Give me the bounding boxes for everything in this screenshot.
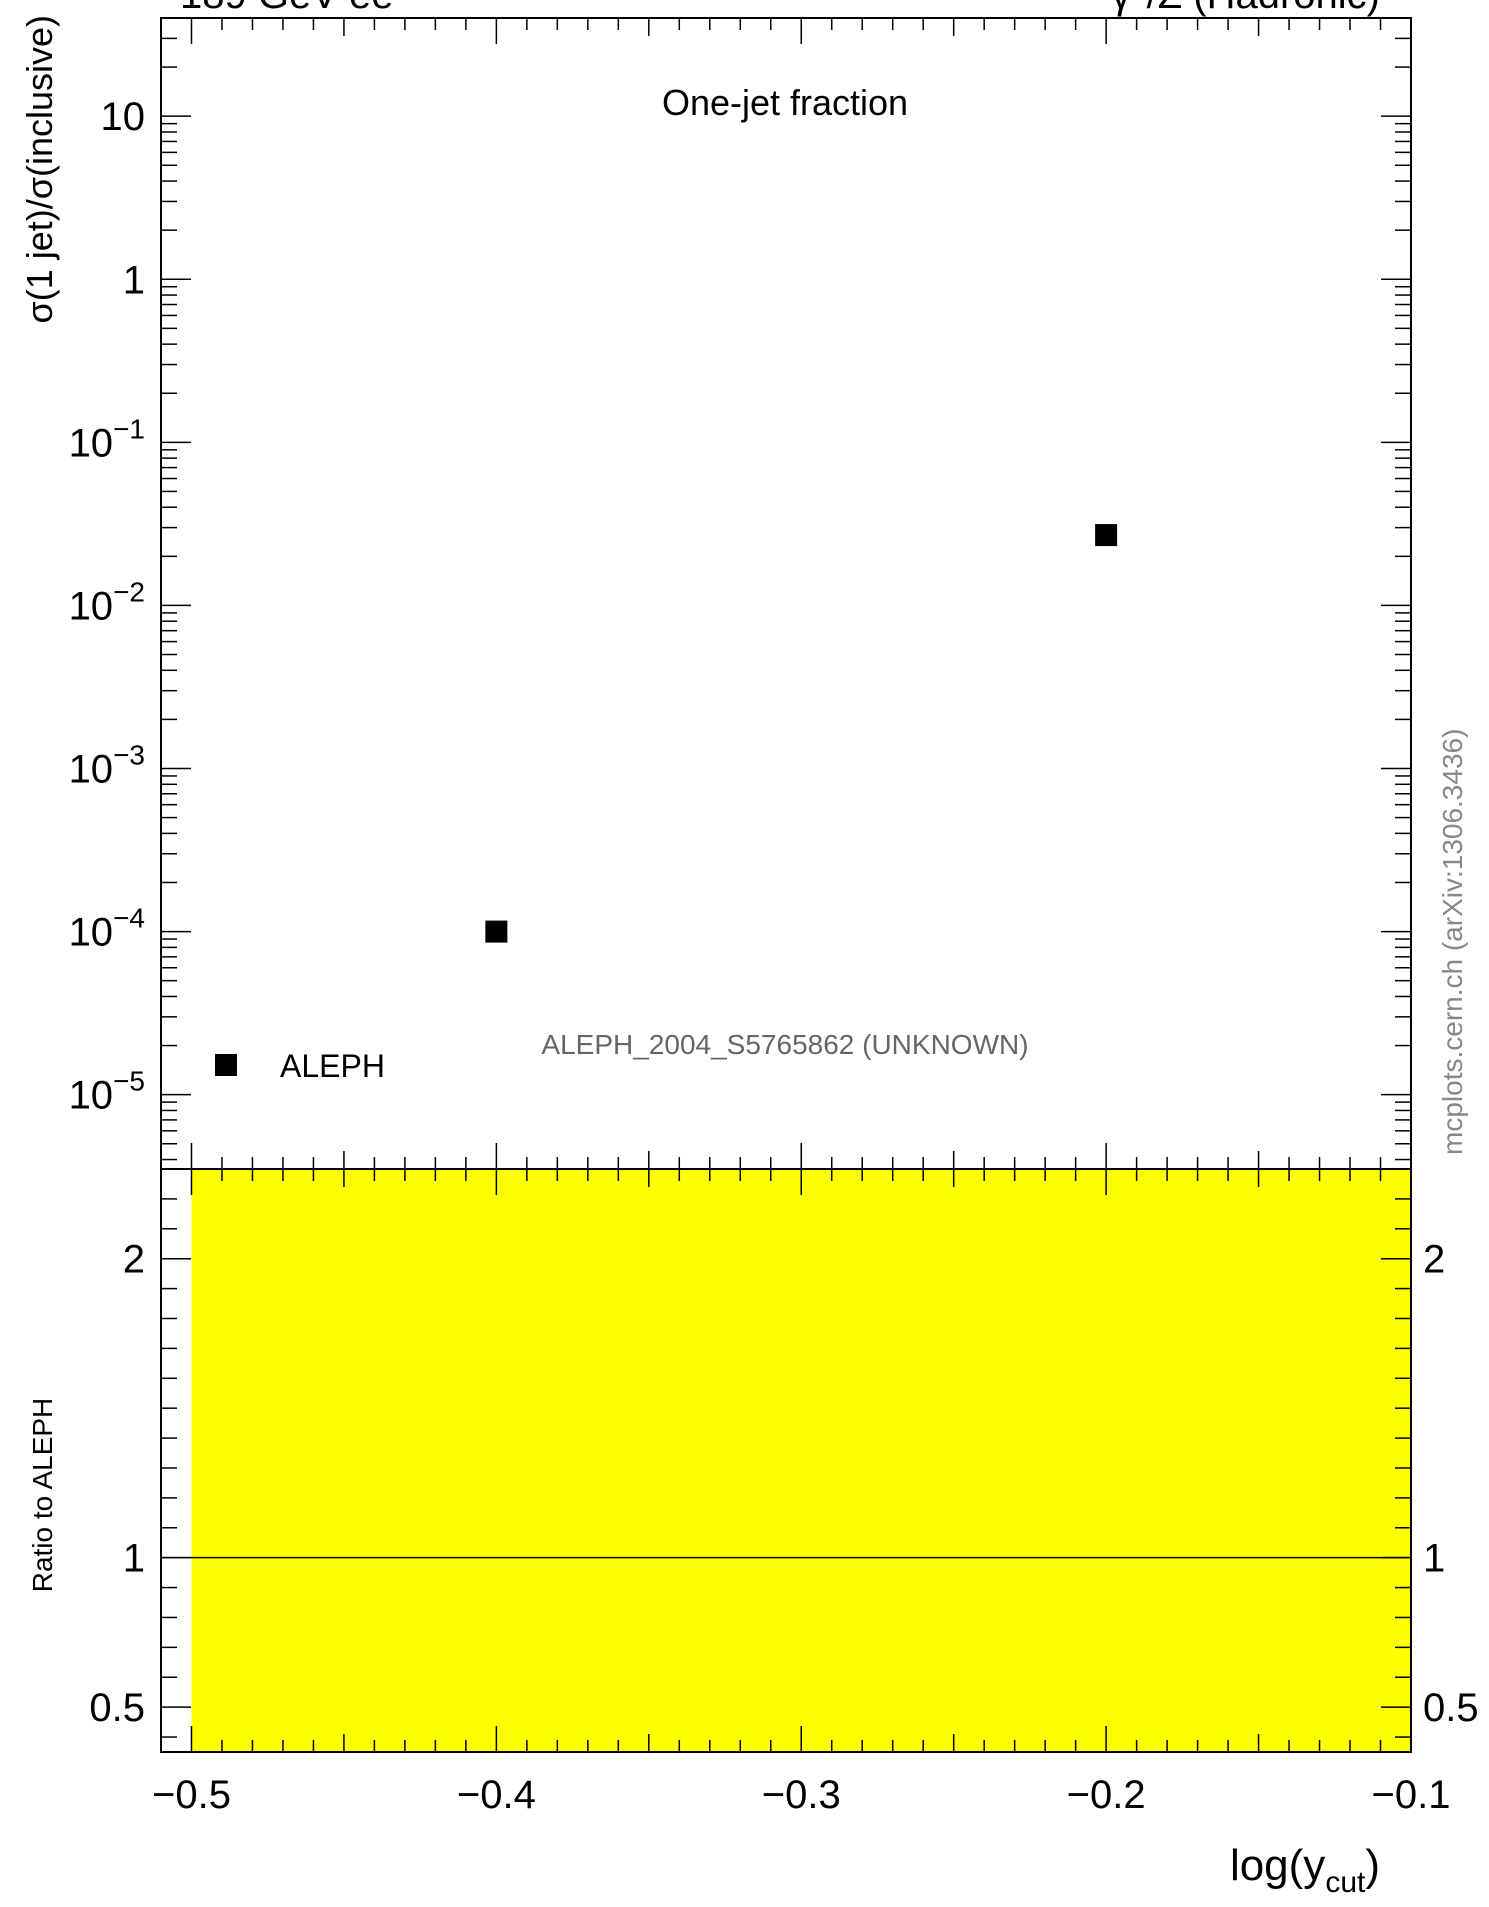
- main-y-axis-label: σ(1 jet)/σ(inclusive): [19, 15, 60, 324]
- x-tick-label: −0.5: [152, 1773, 231, 1817]
- main-frame: [160, 17, 1412, 1170]
- legend-label: ALEPH: [280, 1048, 385, 1084]
- ratio-x-tick-labels: −0.5 −0.4 −0.3 −0.2 −0.1: [152, 1773, 1450, 1817]
- x-axis-label-main: log(y: [1230, 1841, 1325, 1890]
- ratio-y-tick-label-right: 2: [1423, 1238, 1445, 1282]
- main-y-tick-label-base: 10: [69, 1074, 114, 1118]
- main-y-tick-label-base: 10: [69, 421, 114, 465]
- main-y-tick-label: 10: [101, 95, 146, 139]
- ratio-y-tick-label-left: 1: [123, 1537, 145, 1581]
- x-tick-label: −0.2: [1067, 1773, 1146, 1817]
- ratio-frame: [160, 1168, 1412, 1753]
- main-y-tick-label-exponent: −3: [113, 739, 145, 770]
- ratio-ticks: [161, 1168, 1412, 1752]
- main-y-tick-label: 10−5: [69, 1066, 145, 1118]
- x-tick-label: −0.3: [762, 1773, 841, 1817]
- main-y-tick-label: 1: [123, 258, 145, 302]
- main-y-tick-label-exponent: −1: [113, 413, 145, 444]
- x-tick-label: −0.1: [1372, 1773, 1451, 1817]
- main-title: One-jet fraction: [662, 82, 908, 123]
- main-y-tick-label-base: 10: [69, 911, 114, 955]
- header-left: 189 GeV ee: [180, 0, 394, 17]
- ratio-y-tick-label-right: 0.5: [1423, 1686, 1479, 1730]
- header-right: γ*/Z (Hadronic): [1111, 0, 1380, 17]
- main-data-points: [485, 524, 1118, 943]
- ratio-y-tick-label-left: 0.5: [89, 1686, 145, 1730]
- main-y-tick-label-exponent: −4: [113, 903, 145, 934]
- ratio-y-axis-label: Ratio to ALEPH: [27, 1398, 58, 1593]
- ratio-y-tick-labels: 2 2 1 1 0.5 0.5: [89, 1238, 1478, 1730]
- x-tick-label: −0.4: [457, 1773, 536, 1817]
- watermark: mcplots.cern.ch (arXiv:1306.3436): [1437, 729, 1468, 1155]
- x-axis-label: log(ycut): [1230, 1841, 1380, 1899]
- main-y-tick-label-base: 10: [69, 584, 114, 628]
- main-y-tick-label-exponent: −5: [113, 1066, 145, 1097]
- analysis-annotation: ALEPH_2004_S5765862 (UNKNOWN): [541, 1029, 1028, 1060]
- data-point: [1095, 524, 1118, 547]
- main-y-tick-label: 10−4: [69, 903, 145, 955]
- x-axis-label-sub: cut: [1325, 1866, 1366, 1899]
- main-y-tick-label-exponent: −2: [113, 576, 145, 607]
- ratio-y-tick-label-right: 1: [1423, 1537, 1445, 1581]
- main-y-tick-label-base: 10: [69, 747, 114, 791]
- ratio-band: [191, 1169, 1412, 1752]
- main-panel: One-jet fraction 10110−110−210−310−410−5…: [19, 15, 1412, 1170]
- main-ticks: [161, 17, 1412, 1169]
- main-y-tick-label: 10−1: [69, 413, 145, 465]
- legend-marker: [215, 1054, 237, 1076]
- ratio-panel: 2 2 1 1 0.5 0.5 −0.5 −0.4 −0.3 −0.2 −0.1 Ratio to…: [27, 1168, 1479, 1899]
- main-y-tick-label: 10−2: [69, 576, 145, 628]
- main-y-tick-label: 10−3: [69, 739, 145, 791]
- ratio-y-tick-label-left: 2: [123, 1238, 145, 1282]
- data-point: [485, 920, 508, 943]
- x-axis-label-close: ): [1365, 1841, 1380, 1890]
